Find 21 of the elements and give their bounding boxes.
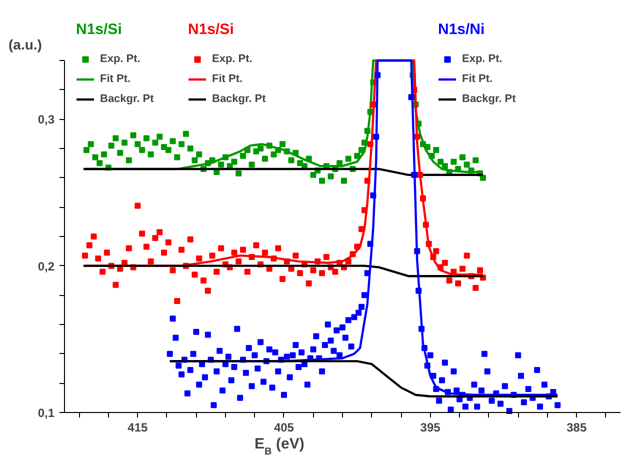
x-tick-label: 385 <box>566 420 587 434</box>
text: N1s/Si <box>76 21 123 38</box>
legend-label: Backgr. Pt <box>212 93 266 105</box>
legend-label: Exp. Pt. <box>212 53 252 65</box>
legend-label: Fit Pt. <box>100 73 131 85</box>
legend-label: Backgr. Pt <box>462 93 516 105</box>
x-tick-label: 395 <box>420 420 441 434</box>
text: N1s/Si <box>188 21 235 38</box>
text: N1s/Ni <box>438 21 486 38</box>
line-series <box>168 360 559 398</box>
x-tick-label: 405 <box>274 420 294 434</box>
x-tick-label: 415 <box>128 420 148 434</box>
legend-label: Fit Pt. <box>462 73 493 85</box>
legend-label: Backgr. Pt <box>100 93 154 105</box>
legend-label: Exp. Pt. <box>462 53 502 65</box>
y-axis-title: (a.u.) <box>8 36 42 52</box>
y-tick-label: 0,1 <box>38 406 55 420</box>
y-tick-label: 0,2 <box>38 259 55 274</box>
legend-label: Exp. Pt. <box>100 53 140 65</box>
y-tick-label: 0,3 <box>38 112 55 127</box>
legend-label: Fit Pt. <box>212 73 243 85</box>
